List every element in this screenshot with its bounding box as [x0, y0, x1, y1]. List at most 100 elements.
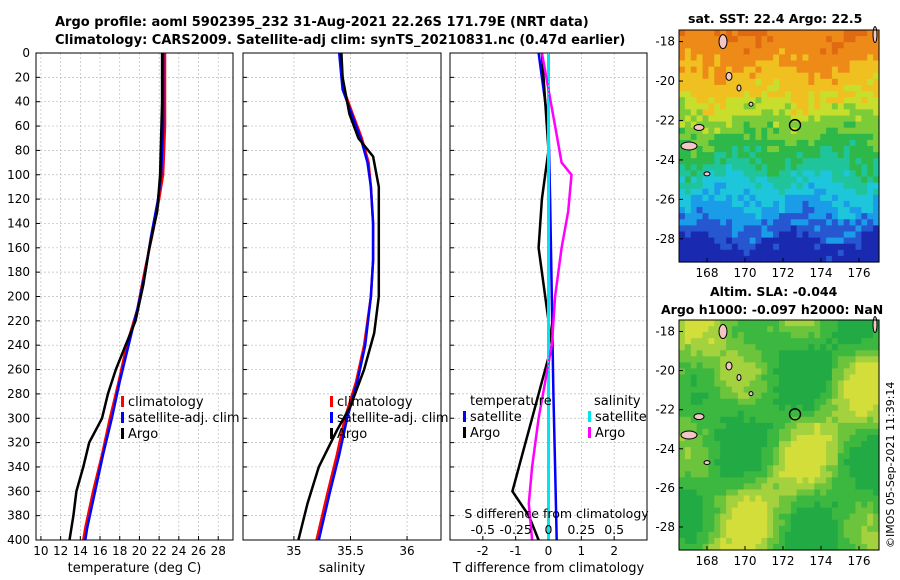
xtick-label: 12 [53, 544, 68, 558]
sla-map-title-line1: Altim. SLA: -0.044 [710, 284, 838, 299]
legend-swatch-t-satellite [463, 411, 466, 422]
map-ytick-label: -22 [655, 403, 675, 417]
map-xtick-label: 174 [810, 266, 833, 280]
ytick-label: 320 [7, 436, 30, 450]
legend-label-t-argo: Argo [470, 426, 500, 441]
series-line-argo [68, 53, 164, 541]
sla-map-title-line2: Argo h1000: -0.097 h2000: NaN [661, 302, 884, 317]
figure-title-line1: Argo profile: aoml 5902395_232 31-Aug-20… [55, 15, 589, 30]
island [703, 460, 711, 466]
legend-swatch-climatology [121, 396, 124, 407]
island [718, 34, 728, 50]
xtick-label: 26 [191, 544, 206, 558]
map-xtick-label: 176 [848, 554, 871, 568]
island [748, 391, 754, 397]
legend-label-s-satellite: satellite [595, 410, 647, 425]
ytick-label: 380 [7, 509, 30, 523]
island [693, 413, 705, 421]
ytick-label: 160 [7, 241, 30, 255]
x-axis-label: temperature (deg C) [68, 561, 202, 576]
map-xtick-label: 176 [848, 266, 871, 280]
xtick-label: 20 [132, 544, 147, 558]
secondary-tick-label: 0.5 [604, 522, 624, 537]
island [736, 374, 742, 381]
xtick-label: 22 [151, 544, 166, 558]
x-axis-label: salinity [319, 561, 366, 576]
legend-swatch-satellite [121, 412, 124, 423]
island [748, 101, 754, 107]
sst-map [678, 26, 880, 263]
xtick-label: -1 [510, 544, 522, 558]
series-line-salinity-argo [527, 52, 573, 541]
legend-label-climatology: climatology [337, 395, 413, 410]
secondary-tick-label: -0.5 [471, 522, 495, 537]
secondary-tick-label: 0 [545, 522, 553, 537]
panel-salinity [242, 52, 442, 541]
island [872, 26, 878, 44]
ytick-label: 240 [7, 338, 30, 352]
xtick-label: 18 [112, 544, 127, 558]
xtick-label: 28 [211, 544, 226, 558]
map-xtick-label: 168 [696, 554, 719, 568]
island [725, 361, 733, 371]
axes-box [242, 52, 442, 541]
island [680, 430, 698, 440]
secondary-axis-label: S difference from climatology [464, 506, 649, 521]
xtick-label: 35 [286, 544, 301, 558]
imos-credit: ©IMOS 05-Sep-2021 11:39:14 [884, 381, 897, 548]
legend-swatch-satellite [330, 412, 333, 423]
panel-temperature [35, 52, 234, 541]
legend-label-argo: Argo [337, 427, 367, 442]
map-ytick-label: -26 [655, 481, 675, 495]
map-ytick-label: -26 [655, 192, 675, 206]
island [680, 141, 698, 151]
island [872, 316, 878, 334]
ytick-label: 300 [7, 411, 30, 425]
island [703, 171, 711, 177]
secondary-tick-label: 0.25 [567, 522, 595, 537]
ytick-label: 140 [7, 216, 30, 230]
legend-swatch-t-argo [463, 427, 466, 438]
map-frame [678, 29, 880, 263]
ytick-label: 60 [15, 119, 30, 133]
x-axis-label: T difference from climatology [452, 561, 645, 576]
xtick-label: 35.5 [337, 544, 364, 558]
ytick-label: 180 [7, 265, 30, 279]
legend-label-satellite: satellite-adj. clim [128, 411, 240, 426]
map-xtick-label: 172 [772, 554, 795, 568]
legend-swatch-s-satellite [588, 411, 591, 422]
sla-map [678, 316, 880, 551]
series-line-satellite-adj-clim [317, 52, 375, 541]
legend-swatch-s-argo [588, 427, 591, 438]
xtick-label: 14 [73, 544, 88, 558]
legend-swatch-argo [330, 428, 333, 439]
map-ytick-label: -20 [655, 364, 675, 378]
xtick-label: -2 [477, 544, 489, 558]
xtick-label: 0 [545, 544, 553, 558]
series-line-temperature-argo [511, 52, 554, 541]
xtick-label: 1 [578, 544, 586, 558]
ytick-label: 280 [7, 387, 30, 401]
map-xtick-label: 172 [772, 266, 795, 280]
map-ytick-label: -24 [655, 442, 675, 456]
argo-position-marker [788, 118, 802, 132]
legend-swatch-argo [121, 428, 124, 439]
ytick-label: 360 [7, 484, 30, 498]
map-ytick-label: -28 [655, 520, 675, 534]
map-ytick-label: -24 [655, 153, 675, 167]
axes-box [35, 52, 234, 541]
map-ytick-label: -18 [655, 325, 675, 339]
legend-title-temperature: temperature [470, 394, 552, 409]
secondary-tick-label: -0.25 [499, 522, 531, 537]
xtick-label: 24 [171, 544, 186, 558]
map-ytick-label: -28 [655, 232, 675, 246]
ytick-label: 260 [7, 363, 30, 377]
ytick-label: 120 [7, 192, 30, 206]
figure-title-line2: Climatology: CARS2009. Satellite-adj cli… [55, 33, 626, 48]
map-ytick-label: -20 [655, 74, 675, 88]
map-frame [678, 319, 880, 551]
legend-label-t-satellite: satellite [470, 410, 522, 425]
map-xtick-label: 168 [696, 266, 719, 280]
xtick-label: 2 [610, 544, 618, 558]
ytick-label: 220 [7, 314, 30, 328]
